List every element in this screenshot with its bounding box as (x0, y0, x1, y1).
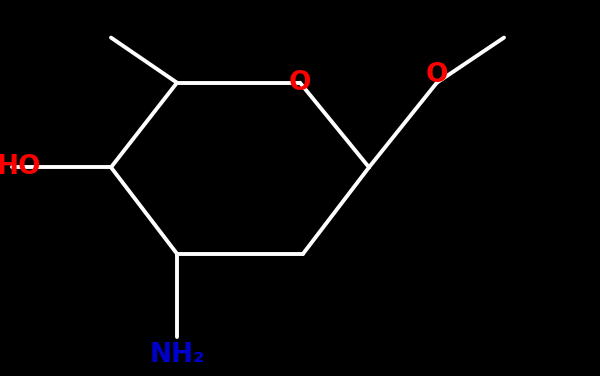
Text: O: O (289, 70, 311, 96)
Text: HO: HO (0, 154, 41, 180)
Text: NH₂: NH₂ (149, 342, 205, 368)
Text: O: O (425, 62, 448, 88)
